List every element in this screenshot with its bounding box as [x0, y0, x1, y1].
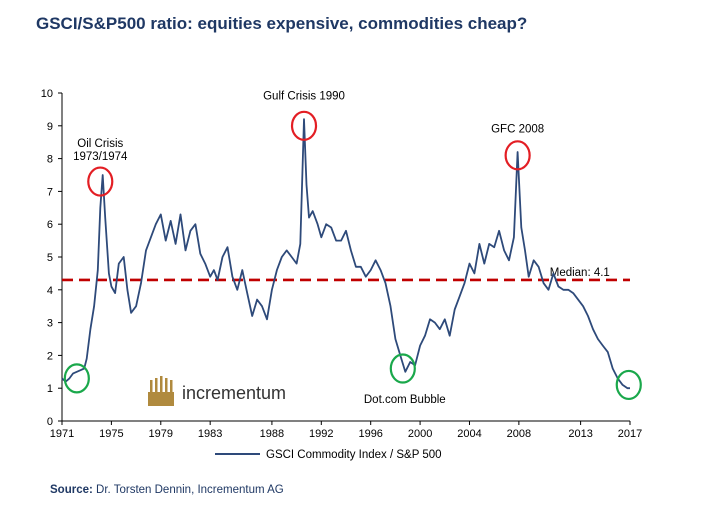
- x-tick-label: 1996: [358, 428, 382, 440]
- green-highlight-circle: [389, 353, 416, 384]
- y-tick-label: 3: [47, 318, 53, 330]
- red-highlight-circle: [504, 140, 531, 171]
- green-highlight-circle: [63, 363, 90, 394]
- y-tick-label: 8: [47, 154, 53, 166]
- annotation-oil-crisis: Oil Crisis: [77, 138, 123, 150]
- x-tick-label: 2004: [457, 428, 481, 440]
- y-tick-label: 2: [47, 350, 53, 362]
- annotation-dotcom: Dot.com Bubble: [364, 394, 446, 406]
- logo-base: [148, 392, 174, 406]
- x-tick-label: 1979: [149, 428, 173, 440]
- annotation-gfc: GFC 2008: [491, 123, 544, 135]
- legend-label: GSCI Commodity Index / S&P 500: [266, 449, 442, 461]
- x-tick-label: 2008: [507, 428, 531, 440]
- y-tick-label: 7: [47, 186, 53, 198]
- source-note: Source: Dr. Torsten Dennin, Incrementum …: [50, 484, 284, 496]
- annotation-gulf-crisis: Gulf Crisis 1990: [263, 91, 345, 103]
- logo-stalk: [155, 378, 158, 392]
- annotation-oil-crisis-years: 1973/1974: [73, 151, 128, 163]
- x-tick-label: 1971: [50, 428, 74, 440]
- red-highlight-circle: [290, 110, 318, 141]
- x-tick-label: 2017: [618, 428, 642, 440]
- logo-stalk: [165, 378, 168, 392]
- x-tick-label: 2000: [408, 428, 432, 440]
- plot-area: 0 1 2 3 4 5 6 7 8 9 10 1971 1975 1979 1983 1988 1992 1996…: [41, 88, 642, 461]
- y-tick-label: 10: [41, 88, 53, 100]
- x-tick-label: 1992: [309, 428, 333, 440]
- incrementum-logo: [148, 376, 174, 406]
- y-tick-label: 0: [47, 416, 53, 428]
- x-tick-label: 2013: [568, 428, 592, 440]
- source-text: Dr. Torsten Dennin, Incrementum AG: [96, 484, 284, 496]
- y-tick-label: 4: [47, 285, 53, 297]
- x-tick-label: 1983: [198, 428, 222, 440]
- y-tick-label: 1: [47, 383, 53, 395]
- logo-stalk: [170, 380, 173, 392]
- y-tick-label: 5: [47, 252, 53, 264]
- median-label: Median: 4.1: [550, 267, 610, 279]
- source-label: Source:: [50, 484, 93, 496]
- logo-stalk: [150, 380, 153, 392]
- red-highlight-circle: [87, 166, 114, 197]
- series-line: [61, 118, 630, 390]
- chart-title: GSCI/S&P500 ratio: equities expensive, c…: [36, 14, 528, 33]
- x-tick-label: 1988: [260, 428, 284, 440]
- y-tick-label: 6: [47, 219, 53, 231]
- x-tick-label: 1975: [99, 428, 123, 440]
- y-tick-label: 9: [47, 121, 53, 133]
- green-highlight-circle: [615, 369, 642, 401]
- logo-text: incrementum: [182, 383, 286, 403]
- logo-stalk: [160, 376, 163, 392]
